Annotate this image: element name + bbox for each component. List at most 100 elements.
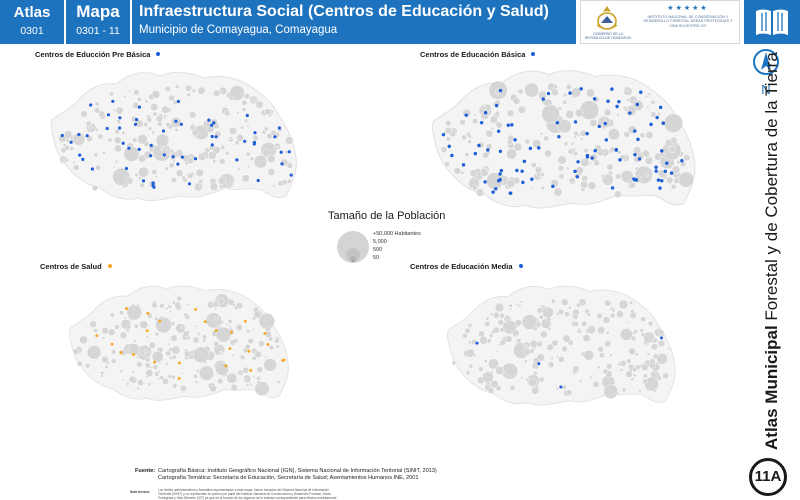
settlement-circle	[277, 180, 284, 187]
settlement-circle	[72, 161, 76, 165]
settlement-circle	[530, 186, 534, 191]
settlement-circle	[676, 159, 681, 165]
settlement-circle	[632, 367, 638, 373]
settlement-circle	[527, 377, 537, 387]
facility-dot	[210, 143, 214, 147]
facility-dot	[555, 121, 560, 125]
settlement-circle	[114, 159, 119, 164]
settlement-circle	[76, 360, 83, 367]
facility-dot	[132, 353, 135, 357]
facility-dot	[576, 160, 580, 164]
settlement-circle	[553, 187, 563, 197]
settlement-circle	[209, 384, 217, 393]
settlement-circle	[605, 331, 610, 335]
atlas-code-box: Atlas 0301	[0, 0, 64, 44]
settlement-circle	[586, 312, 591, 317]
settlement-circle	[88, 125, 93, 130]
settlement-circle	[626, 98, 630, 103]
settlement-circle	[191, 123, 195, 127]
facility-dot	[249, 368, 253, 372]
settlement-circle	[513, 97, 521, 105]
settlement-circle	[116, 119, 122, 124]
settlement-circle	[557, 106, 562, 111]
settlement-circle	[183, 312, 188, 317]
settlement-circle	[673, 177, 680, 184]
settlement-circle	[270, 129, 277, 136]
settlement-circle	[506, 179, 516, 189]
settlement-circle	[514, 334, 518, 338]
settlement-circle	[597, 326, 606, 335]
settlement-circle	[629, 311, 637, 319]
settlement-circle	[580, 180, 589, 189]
facility-dot	[592, 97, 597, 101]
settlement-circle	[122, 378, 125, 382]
settlement-circle	[490, 126, 495, 131]
mapa-code: 0301 - 11	[76, 25, 120, 37]
settlement-circle	[241, 174, 250, 183]
facility-dot	[253, 131, 257, 135]
settlement-circle	[574, 147, 578, 151]
facility-dot	[151, 181, 155, 185]
settlement-circle	[137, 134, 148, 145]
settlement-circle	[134, 172, 139, 177]
settlement-circle	[509, 384, 516, 391]
facility-dot	[212, 121, 216, 125]
settlement-circle	[578, 327, 582, 331]
settlement-circle	[539, 131, 544, 136]
facility-dot	[279, 150, 283, 154]
settlement-circle	[616, 310, 624, 318]
facility-dot	[69, 140, 73, 144]
settlement-circle	[187, 172, 194, 179]
settlement-circle	[262, 148, 271, 157]
settlement-circle	[623, 131, 631, 138]
facility-dot	[618, 158, 622, 162]
settlement-circle	[245, 151, 251, 157]
settlement-circle	[582, 334, 591, 342]
settlement-circle	[619, 368, 624, 372]
facility-dot	[661, 121, 666, 125]
settlement-circle	[649, 358, 656, 364]
settlement-circle	[524, 82, 539, 98]
settlement-circle	[642, 149, 650, 158]
settlement-circle	[214, 307, 217, 310]
settlement-circle	[253, 154, 268, 169]
settlement-circle	[658, 329, 665, 336]
settlement-circle	[172, 159, 176, 163]
settlement-circle	[123, 145, 140, 162]
settlement-circle	[671, 165, 681, 174]
settlement-circle	[508, 303, 513, 308]
settlement-circle	[256, 376, 261, 381]
settlement-circle	[101, 336, 106, 340]
settlement-circle	[643, 331, 655, 344]
settlement-circle	[168, 94, 175, 102]
institute-logo-text: INSTITUTO NACIONAL DE CONSERVACIÓN Y DES…	[643, 15, 733, 28]
facility-dot	[597, 124, 601, 129]
settlement-circle	[217, 378, 224, 385]
settlement-circle	[482, 371, 494, 384]
settlement-circle	[272, 184, 276, 188]
settlement-circle	[277, 380, 281, 384]
settlement-circle	[472, 118, 479, 125]
facility-dot	[252, 140, 257, 145]
facility-dot	[585, 131, 589, 136]
settlement-circle	[619, 328, 633, 341]
settlement-circle	[495, 121, 503, 129]
settlement-circle	[644, 172, 649, 178]
settlement-circle	[572, 313, 579, 320]
settlement-circle	[597, 345, 605, 353]
settlement-circle	[611, 308, 616, 313]
settlement-circle	[531, 386, 539, 395]
settlement-circle	[143, 122, 149, 127]
facility-dot	[573, 169, 577, 174]
legend-circle-large	[337, 231, 369, 263]
facility-dot	[214, 329, 218, 332]
page-subtitle: Municipio de Comayagua, Comayagua	[139, 24, 338, 36]
facility-dot	[568, 91, 572, 95]
settlement-circle	[557, 155, 567, 165]
settlement-circle	[646, 105, 650, 109]
facility-dot	[521, 180, 525, 185]
settlement-circle	[125, 328, 130, 333]
settlement-circle	[530, 162, 537, 168]
settlement-circle	[98, 110, 106, 118]
settlement-circle	[111, 358, 117, 364]
